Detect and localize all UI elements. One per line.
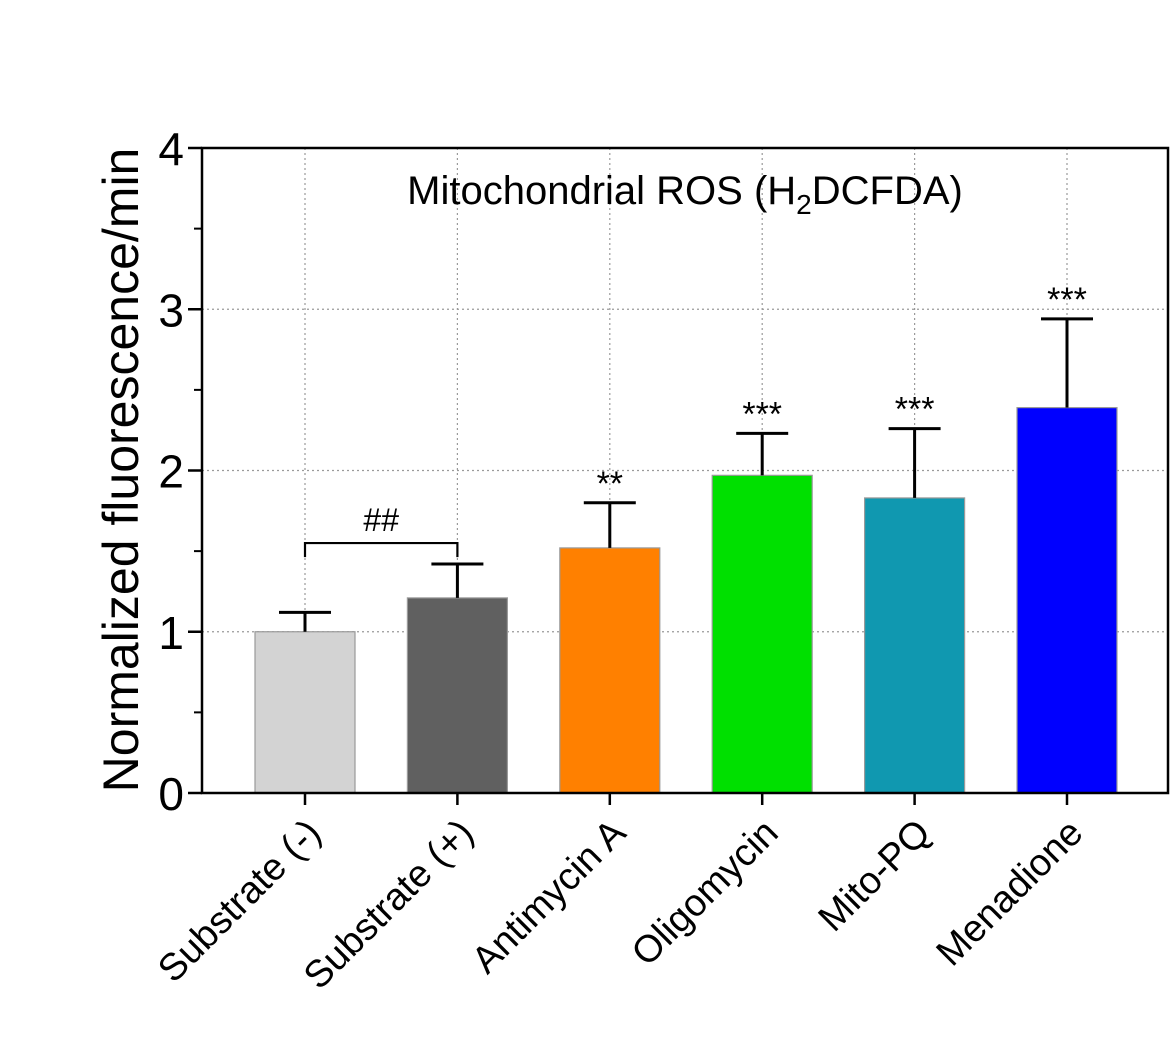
bar-5 [1016,407,1118,794]
chart-title-main: Mitochondrial ROS (H [407,169,796,213]
bars [254,317,1118,794]
comparison-label: ## [363,502,399,538]
chart-title: Mitochondrial ROS (H2DCFDA) [407,169,963,220]
grid [202,148,1168,793]
significance-mark-5: *** [1047,281,1087,319]
x-tick-label-2: Antimycin A [464,811,635,982]
y-tick-label-1: 1 [158,607,184,659]
significance-mark-3: *** [742,395,782,433]
bar-0 [254,631,356,794]
chart-title-end: DCFDA) [812,169,963,213]
chart-title-subscript: 2 [796,189,812,220]
bar-1 [406,597,508,794]
y-tick-label-0: 0 [158,768,184,820]
y-tick-label-3: 3 [158,284,184,336]
bar-4 [863,497,966,794]
bar-2 [559,547,661,794]
y-tick-label-4: 4 [158,123,184,175]
significance-mark-2: ** [597,465,623,503]
y-axis-label: Normalized fluorescence/min [93,148,149,793]
bar-3 [711,474,813,794]
x-tick-label-3: Oligomycin [624,812,787,975]
x-tick-label-5: Menadione [929,812,1092,975]
significance-mark-4: *** [895,391,935,429]
y-tick-label-2: 2 [158,446,184,498]
comparison-bracket [303,541,459,558]
axes [188,146,1170,805]
x-tick-label-4: Mito-PQ [811,812,939,940]
